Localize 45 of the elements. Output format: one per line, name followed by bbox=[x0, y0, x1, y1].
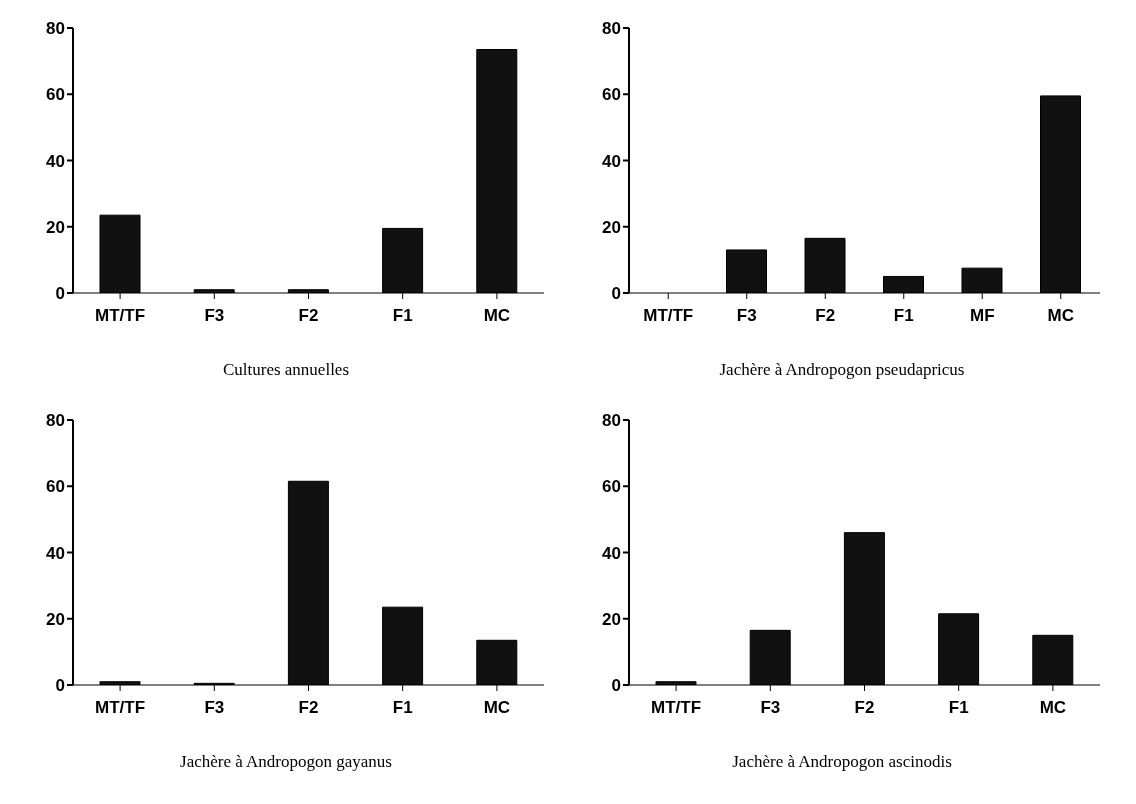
x-tick-label: F1 bbox=[392, 698, 413, 718]
x-tick-label: F3 bbox=[736, 306, 757, 326]
y-tick-label: 80 bbox=[602, 19, 621, 39]
x-tick-label: MC bbox=[483, 698, 511, 718]
y-tick-label: 20 bbox=[46, 609, 65, 629]
x-tick-label: MT/TF bbox=[643, 306, 694, 326]
x-tick-label: MF bbox=[969, 306, 995, 326]
y-tick-label: 20 bbox=[602, 217, 621, 237]
y-tick-label: 0 bbox=[55, 284, 65, 304]
x-tick-label: F3 bbox=[204, 306, 225, 326]
y-tick-label: 40 bbox=[46, 151, 65, 171]
x-tick-label: MT/TF bbox=[95, 306, 146, 326]
y-tick-label: 40 bbox=[602, 151, 621, 171]
x-tick-label: F2 bbox=[815, 306, 836, 326]
x-tick-label: F2 bbox=[298, 698, 319, 718]
y-tick-label: 40 bbox=[46, 543, 65, 563]
y-tick-label: 60 bbox=[602, 477, 621, 497]
y-tick-label: 20 bbox=[602, 609, 621, 629]
x-tick-label: F3 bbox=[204, 698, 225, 718]
x-tick-label: F1 bbox=[893, 306, 914, 326]
y-tick-label: 60 bbox=[602, 85, 621, 105]
x-tick-label: MC bbox=[1039, 698, 1067, 718]
x-tick-label: F2 bbox=[298, 306, 319, 326]
text: Cultures annuelles bbox=[221, 360, 351, 380]
y-tick-label: 80 bbox=[46, 19, 65, 39]
x-tick-label: F2 bbox=[854, 698, 875, 718]
y-tick-label: 0 bbox=[55, 676, 65, 696]
text: Jachère à Andropogon pseudapricus bbox=[718, 360, 966, 380]
y-tick-label: 0 bbox=[611, 284, 621, 304]
x-tick-label: F1 bbox=[948, 698, 969, 718]
y-tick-label: 80 bbox=[46, 411, 65, 431]
x-tick-label: MC bbox=[483, 306, 511, 326]
text: Jachère à Andropogon gayanus bbox=[179, 752, 393, 772]
x-tick-label: F3 bbox=[760, 698, 781, 718]
text: Jachère à Andropogon ascinodis bbox=[731, 752, 953, 772]
x-tick-label: MT/TF bbox=[95, 698, 146, 718]
x-tick-label: MC bbox=[1047, 306, 1074, 326]
y-tick-label: 60 bbox=[46, 85, 65, 105]
x-tick-label: MT/TF bbox=[651, 698, 702, 718]
y-tick-label: 40 bbox=[602, 543, 621, 563]
x-tick-label: F1 bbox=[392, 306, 413, 326]
y-tick-label: 0 bbox=[611, 676, 621, 696]
y-tick-label: 80 bbox=[602, 411, 621, 431]
y-tick-label: 60 bbox=[46, 477, 65, 497]
y-tick-label: 20 bbox=[46, 217, 65, 237]
